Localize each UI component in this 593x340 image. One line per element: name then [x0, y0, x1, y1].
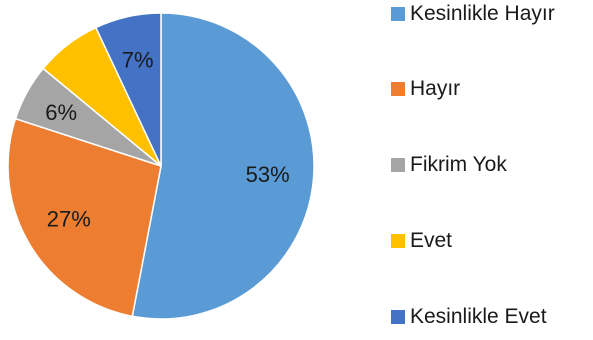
- legend-label: Kesinlikle Hayır: [410, 2, 555, 25]
- legend-label: Fikrim Yok: [410, 153, 507, 176]
- slice-label: 6%: [45, 100, 77, 125]
- chart-legend: Kesinlikle Hayır Hayır Fikrim Yok Evet K…: [391, 0, 593, 340]
- legend-label: Hayır: [410, 77, 461, 100]
- legend-item-fikrim-yok: Fikrim Yok: [391, 153, 507, 177]
- legend-item-hayir: Hayır: [391, 77, 460, 101]
- pie-slice-kesinlikle-hayır: [131, 12, 315, 320]
- slice-label: 7%: [122, 47, 154, 72]
- legend-item-kesinlikle-hayir: Kesinlikle Hayır: [391, 2, 555, 26]
- pie-slice-kesinlikle-evet: [94, 12, 162, 167]
- legend-swatch: [391, 158, 405, 172]
- legend-label: Kesinlikle Evet: [410, 305, 547, 328]
- slice-label: 53%: [246, 162, 290, 187]
- legend-swatch: [391, 7, 405, 21]
- legend-item-kesinlikle-evet: Kesinlikle Evet: [391, 305, 547, 329]
- pie-slice-hayır: [7, 117, 162, 318]
- legend-label: Evet: [410, 229, 453, 252]
- legend-swatch: [391, 82, 405, 96]
- legend-item-evet: Evet: [391, 229, 452, 253]
- legend-swatch: [391, 310, 405, 324]
- pie-plot-area: 53%27%6%7%7%: [7, 12, 315, 320]
- legend-swatch: [391, 234, 405, 248]
- slice-label: 27%: [47, 206, 91, 231]
